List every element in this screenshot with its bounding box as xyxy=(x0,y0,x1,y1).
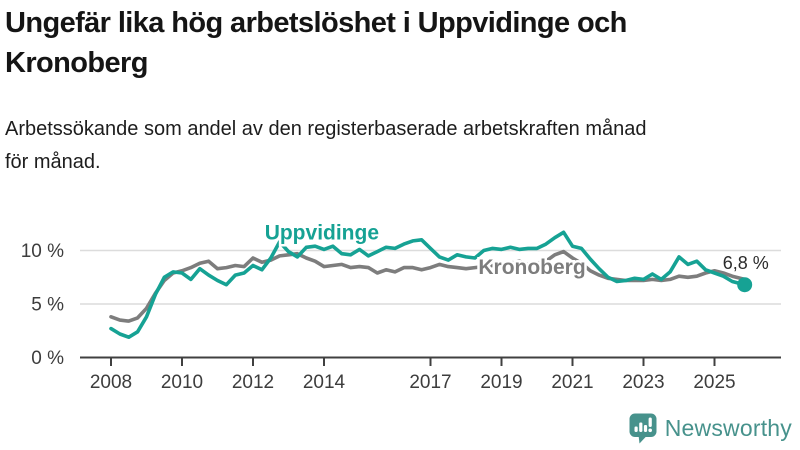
page-title: Ungefär lika hög arbetslöshet i Uppvidin… xyxy=(5,7,627,79)
x-axis-label-2010: 2010 xyxy=(161,372,203,393)
latest-value-annotation: 6,8 % xyxy=(723,253,769,273)
series-line-kronoberg xyxy=(109,249,747,323)
series-label-kronoberg: Kronoberg xyxy=(478,256,585,279)
y-axis-label-5: 5 % xyxy=(31,295,64,316)
page-subtitle: Arbetssökande som andel av den registerb… xyxy=(5,118,647,173)
newsworthy-logo: Newsworthy xyxy=(629,413,792,444)
newsworthy-logo-text: Newsworthy xyxy=(664,415,792,441)
x-axis-label-2025: 2025 xyxy=(693,372,735,393)
x-axis-label-2019: 2019 xyxy=(480,372,522,393)
y-axis-label-0: 0 % xyxy=(31,348,64,369)
x-axis-label-2014: 2014 xyxy=(303,372,346,393)
x-axis-label-2017: 2017 xyxy=(409,372,451,393)
x-axis-label-2012: 2012 xyxy=(232,372,274,393)
newsworthy-icon xyxy=(629,413,657,444)
x-axis-label-2008: 2008 xyxy=(90,372,132,393)
series-label-uppvidinge: Uppvidinge xyxy=(265,222,379,245)
y-axis-label-10: 10 % xyxy=(21,241,64,262)
x-axis-label-2021: 2021 xyxy=(551,372,593,393)
series-line-uppvidinge xyxy=(109,230,747,340)
latest-value-dot xyxy=(737,277,753,293)
x-axis-label-2023: 2023 xyxy=(622,372,664,393)
